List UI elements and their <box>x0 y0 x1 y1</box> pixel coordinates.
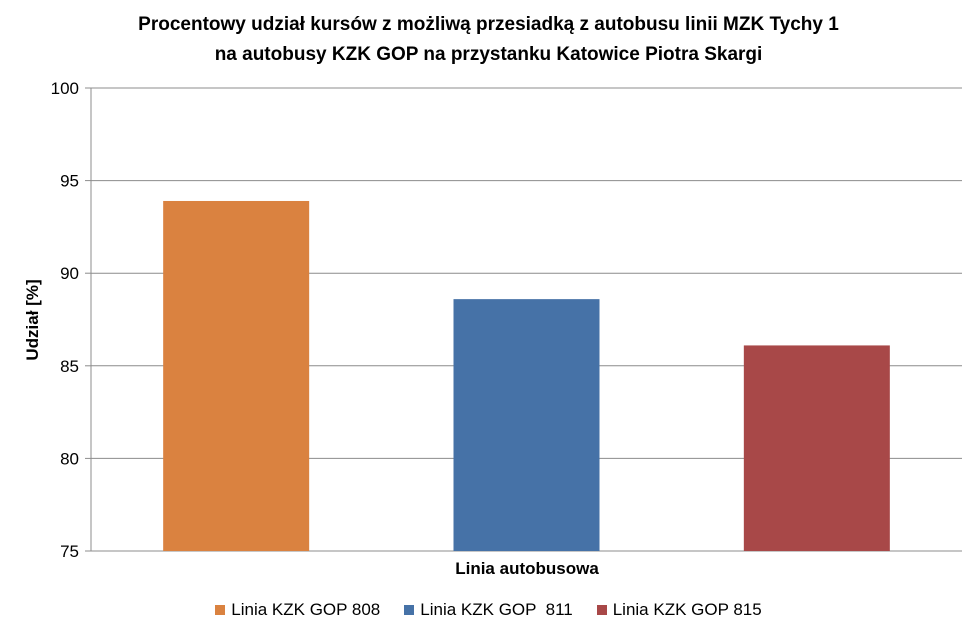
legend-item-3: Linia KZK GOP 815 <box>596 600 762 620</box>
legend-swatch-1 <box>215 605 226 615</box>
y-tick-label-90: 90 <box>60 264 79 283</box>
bar-3 <box>743 345 890 551</box>
chart-title-line-2: na autobusy KZK GOP na przystanku Katowi… <box>214 44 763 65</box>
chart-title: Procentowy udział kursów z możliwą przes… <box>0 10 977 70</box>
y-tick-label-100: 100 <box>51 79 79 98</box>
chart-title-line-1: Procentowy udział kursów z możliwą przes… <box>138 14 839 35</box>
y-tick-labels: 75 80 85 90 95 100 <box>51 79 79 561</box>
y-tick-label-85: 85 <box>60 357 79 376</box>
legend: Linia KZK GOP 808 Linia KZK GOP 811 Linia … <box>0 600 977 620</box>
legend-swatch-2 <box>404 605 415 615</box>
legend-swatch-3 <box>596 605 607 615</box>
y-tick-label-80: 80 <box>60 449 79 468</box>
legend-label-1: Linia KZK GOP 808 <box>231 600 381 619</box>
y-tick-label-75: 75 <box>60 542 79 561</box>
bar-2 <box>453 299 600 551</box>
x-axis-label: Linia autobusowa <box>455 559 599 578</box>
y-tick-label-95: 95 <box>60 172 79 191</box>
legend-label-2: Linia KZK GOP 811 <box>420 600 573 619</box>
y-axis-label: Udział [%] <box>23 279 42 360</box>
legend-label-3: Linia KZK GOP 815 <box>612 600 762 619</box>
bar-1 <box>163 200 310 552</box>
bars <box>163 200 890 552</box>
legend-item-2: Linia KZK GOP 811 <box>404 600 573 620</box>
legend-item-1: Linia KZK GOP 808 <box>215 600 380 620</box>
